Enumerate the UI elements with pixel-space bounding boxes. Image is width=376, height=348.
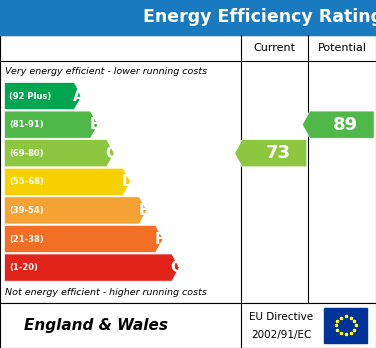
Polygon shape <box>5 226 163 253</box>
Text: (21-38): (21-38) <box>9 235 44 244</box>
Text: B: B <box>89 117 101 132</box>
Bar <box>0 0 376 35</box>
Polygon shape <box>235 140 307 167</box>
Bar <box>324 308 367 342</box>
Polygon shape <box>302 111 374 138</box>
Polygon shape <box>5 111 98 138</box>
Polygon shape <box>5 197 147 224</box>
Polygon shape <box>5 82 82 110</box>
Text: F: F <box>155 231 165 246</box>
Bar <box>0 35 376 303</box>
Text: Current: Current <box>253 43 296 53</box>
Text: England & Wales: England & Wales <box>24 318 168 333</box>
Text: Not energy efficient - higher running costs: Not energy efficient - higher running co… <box>5 288 206 297</box>
Text: 73: 73 <box>266 144 291 162</box>
Text: EU Directive: EU Directive <box>249 312 313 322</box>
Polygon shape <box>5 168 130 196</box>
Text: D: D <box>121 174 134 189</box>
Text: Energy Efficiency Rating: Energy Efficiency Rating <box>143 8 376 26</box>
Text: (55-68): (55-68) <box>9 177 44 186</box>
Text: E: E <box>139 203 149 218</box>
Text: (69-80): (69-80) <box>9 149 44 158</box>
Text: 2002/91/EC: 2002/91/EC <box>251 330 311 340</box>
Text: A: A <box>73 89 85 104</box>
Polygon shape <box>5 140 114 167</box>
Text: Potential: Potential <box>318 43 367 53</box>
Text: (1-20): (1-20) <box>9 263 38 272</box>
Text: (39-54): (39-54) <box>9 206 44 215</box>
Bar <box>0 303 376 348</box>
Text: 89: 89 <box>333 116 358 134</box>
Text: (81-91): (81-91) <box>9 120 44 129</box>
Text: (92 Plus): (92 Plus) <box>9 92 51 101</box>
Text: C: C <box>106 146 117 161</box>
Text: Very energy efficient - lower running costs: Very energy efficient - lower running co… <box>5 67 207 76</box>
Polygon shape <box>5 254 179 281</box>
Text: G: G <box>170 260 183 275</box>
